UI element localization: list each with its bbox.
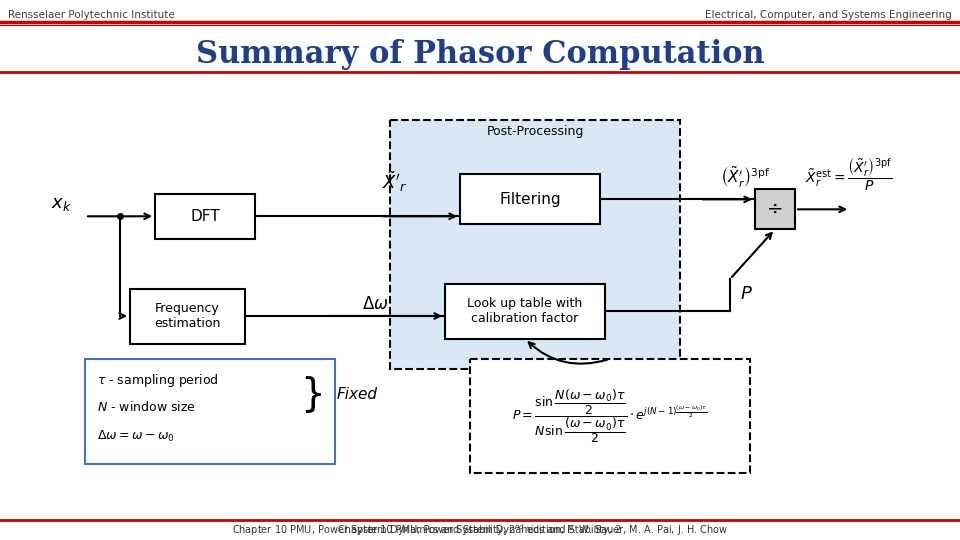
Text: Look up table with
calibration factor: Look up table with calibration factor [468,298,583,326]
Text: DFT: DFT [190,210,220,224]
Text: Rensselaer Polytechnic Institute: Rensselaer Polytechnic Institute [8,10,175,20]
Text: ÷: ÷ [767,200,783,219]
Text: $\left(\tilde{X}^{\prime}_r\right)^{3\mathrm{pf}}$: $\left(\tilde{X}^{\prime}_r\right)^{3\ma… [720,164,771,190]
FancyBboxPatch shape [460,174,600,224]
Text: Frequency
estimation: Frequency estimation [155,302,221,330]
FancyBboxPatch shape [130,289,245,344]
Text: Chapter 10 PMU, Power System Dynamics and Stability, 2: Chapter 10 PMU, Power System Dynamics an… [338,525,622,535]
Text: $\}$: $\}$ [300,374,322,415]
FancyBboxPatch shape [155,194,255,239]
FancyBboxPatch shape [755,190,795,230]
Text: Summary of Phasor Computation: Summary of Phasor Computation [196,39,764,70]
Text: $\tilde{X}^{\mathrm{est}}_r = \dfrac{\left(\tilde{X}^{\prime}_r\right)^{3\mathrm: $\tilde{X}^{\mathrm{est}}_r = \dfrac{\le… [805,156,893,193]
FancyBboxPatch shape [85,359,335,463]
Text: Post-Processing: Post-Processing [487,125,584,138]
Text: Fixed: Fixed [337,387,378,402]
Text: $\tilde{X}'_r$: $\tilde{X}'_r$ [382,170,408,194]
Text: $x_k$: $x_k$ [51,195,72,213]
Text: $\tau$ - sampling period: $\tau$ - sampling period [97,372,219,389]
Text: Electrical, Computer, and Systems Engineering: Electrical, Computer, and Systems Engine… [706,10,952,20]
Text: $\Delta\omega$: $\Delta\omega$ [362,295,388,313]
FancyBboxPatch shape [470,359,750,474]
Text: $\Delta\omega = \omega - \omega_0$: $\Delta\omega = \omega - \omega_0$ [97,429,175,444]
Text: $P = \dfrac{\sin\dfrac{N(\omega-\omega_0)\tau}{2}}{N\sin\dfrac{(\omega-\omega_0): $P = \dfrac{\sin\dfrac{N(\omega-\omega_0… [513,387,708,445]
Text: Chapter 10 PMU, Power System Dynamics and Stability, 2$^{nd}$ edition, P. W. Sau: Chapter 10 PMU, Power System Dynamics an… [232,522,728,538]
FancyBboxPatch shape [445,284,605,339]
FancyBboxPatch shape [390,120,680,369]
Text: $N$ - window size: $N$ - window size [97,400,196,414]
Text: $P$: $P$ [740,285,753,303]
Text: Filtering: Filtering [499,192,561,207]
